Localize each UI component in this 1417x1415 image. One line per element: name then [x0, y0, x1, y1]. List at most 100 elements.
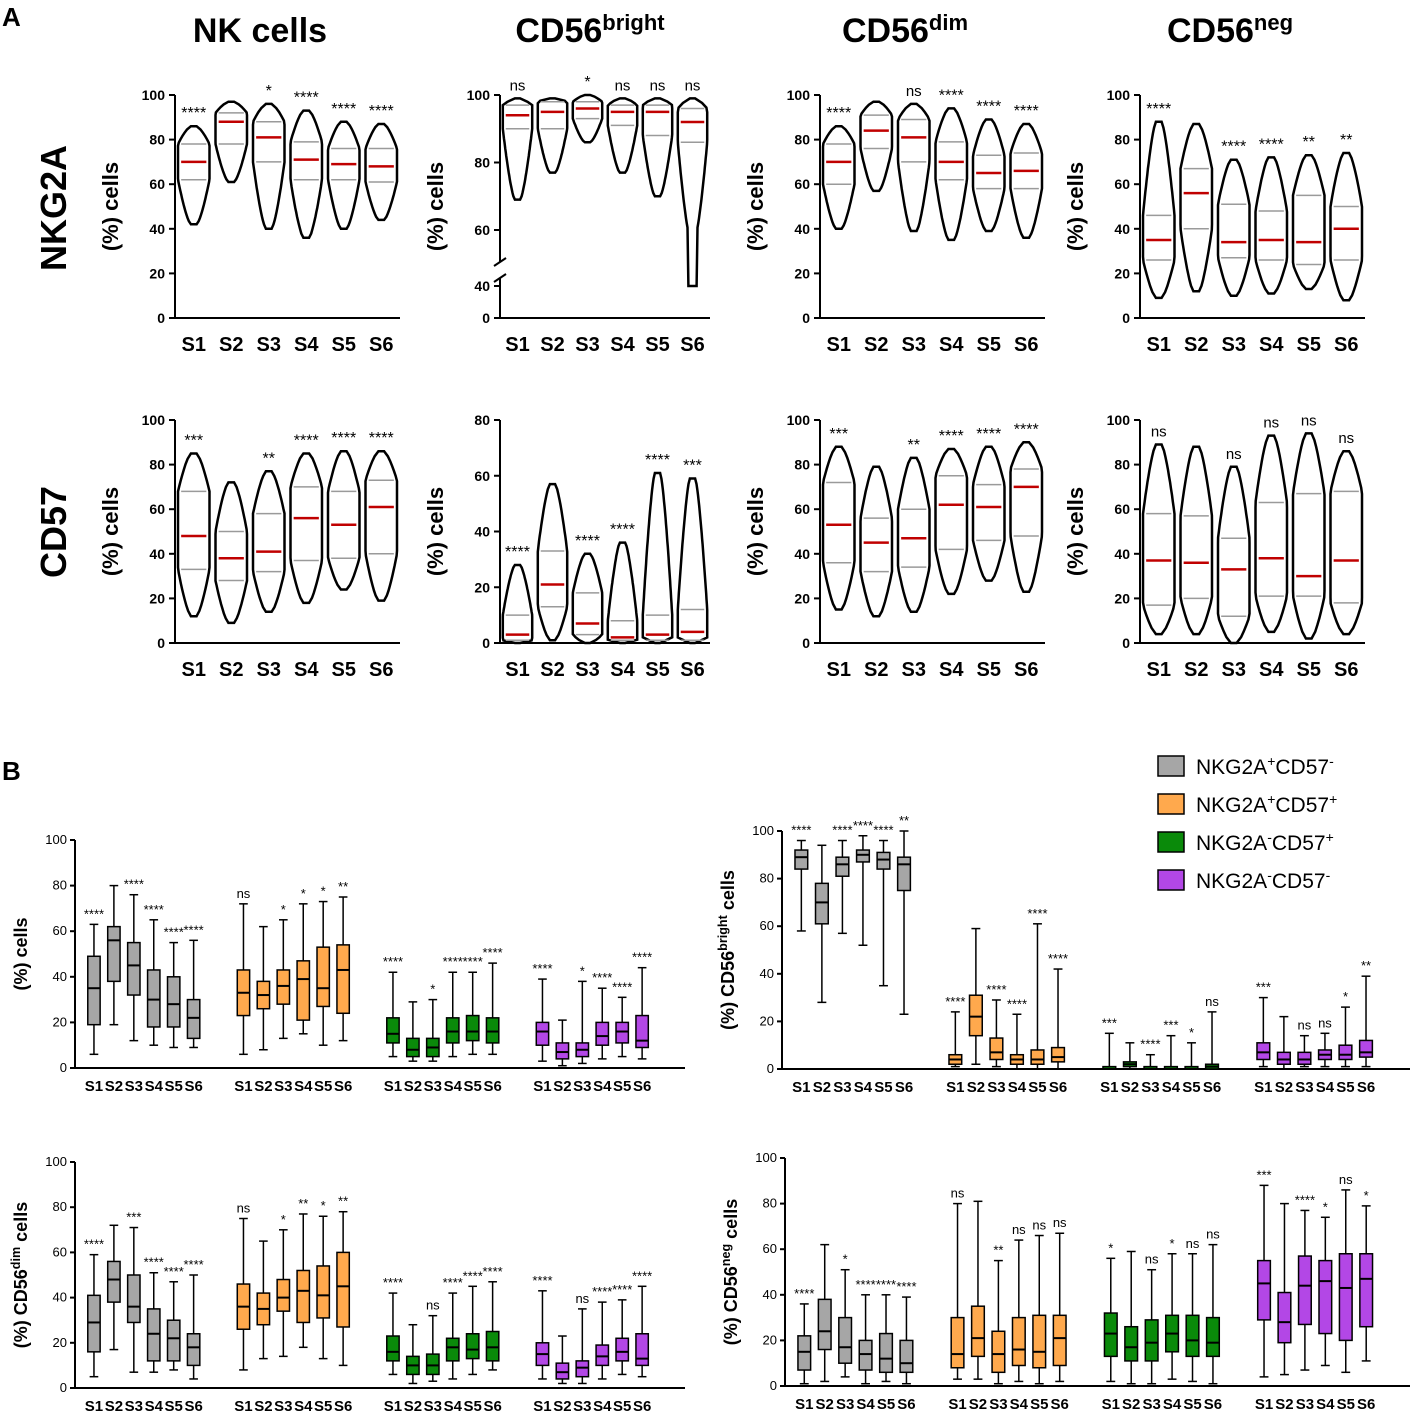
legend-label-2: NKG2A-CD57+: [1196, 829, 1334, 855]
b2-ytick-label: 100: [752, 823, 774, 838]
b4-xtick-label: S1: [795, 1396, 813, 1413]
b1-box: [535, 1021, 550, 1046]
b3-box: [146, 1308, 161, 1362]
b4-xtick-label: S3: [1142, 1396, 1160, 1413]
b2-ytick-label: 80: [760, 871, 774, 886]
a-dim-nkg2a-ytick-label: 40: [794, 221, 810, 237]
b4-significance: ns: [1012, 1222, 1026, 1237]
b1-xtick-label: S4: [593, 1078, 612, 1095]
b3-xtick-label: S4: [145, 1398, 164, 1415]
a-dim-nkg2a-xtick-label: S5: [977, 334, 1001, 356]
a-dim-nkg2a-significance: ****: [976, 99, 1001, 116]
b2-box: [1030, 1049, 1045, 1065]
b3-box: [126, 1274, 141, 1324]
b2-significance: *: [1189, 1025, 1194, 1040]
a-nk-cd57-ytick-label: 40: [149, 546, 165, 562]
a-nk-nkg2a-ytick-label: 60: [149, 176, 165, 192]
b3-xtick-label: S2: [105, 1398, 123, 1415]
a-nk-cd57-violin: [326, 449, 361, 591]
b1-xtick-label: S6: [334, 1078, 352, 1095]
b4-box: [1124, 1325, 1139, 1362]
b1-box: [635, 1014, 650, 1049]
b3-box: [555, 1362, 570, 1380]
a-neg-cd57-xtick-label: S2: [1184, 659, 1208, 681]
b2-xtick-label: S2: [967, 1079, 985, 1096]
a-bright-cd57-ytick-label: 40: [474, 524, 490, 540]
b1-ytick-label: 80: [53, 878, 67, 893]
a-neg-nkg2a-ytick-label: 0: [1122, 310, 1130, 326]
b3-xtick-label: S4: [444, 1398, 463, 1415]
a-dim-cd57-ytick-label: 60: [794, 501, 810, 517]
a-dim-cd57-xtick-label: S1: [827, 659, 851, 681]
b4-significance: ***: [1256, 1167, 1271, 1182]
b3-ytick-label: 100: [45, 1154, 67, 1169]
a-nk-cd57-significance: ***: [184, 432, 203, 449]
b2-significance: ns: [1205, 994, 1219, 1009]
b2-xtick-label: S2: [813, 1079, 831, 1096]
a-nk-cd57-xtick-label: S1: [182, 659, 206, 681]
a-nk-cd57-ytick-label: 0: [157, 635, 165, 651]
panel-b-label: B: [2, 756, 21, 786]
b3-significance: ns: [426, 1298, 440, 1313]
b2-xtick-label: S5: [1182, 1079, 1200, 1096]
a-nk-cd57-xtick-label: S6: [369, 659, 393, 681]
a-bright-cd57-violin: [676, 477, 709, 645]
b2-xtick-label: S3: [987, 1079, 1005, 1096]
b1-xtick-label: S3: [573, 1078, 591, 1095]
b3-xtick-label: S6: [483, 1398, 501, 1415]
a-dim-nkg2a-violin: [859, 100, 894, 193]
b4-ytick-label: 60: [763, 1241, 777, 1256]
b1-xtick-label: S4: [145, 1078, 164, 1095]
b3-significance: ****: [482, 1264, 502, 1279]
b4-box: [878, 1332, 894, 1374]
a-neg-cd57-ytick-label: 20: [1114, 590, 1130, 606]
a-neg-nkg2a-significance: ****: [1259, 136, 1284, 153]
b4-significance: ****: [794, 1286, 814, 1301]
b4-xtick-label: S1: [948, 1396, 966, 1413]
b3-significance: **: [338, 1194, 348, 1209]
b1-box: [445, 1017, 460, 1044]
a-bright-cd57-xtick-label: S5: [645, 659, 669, 681]
b1-xtick-label: S4: [444, 1078, 463, 1095]
b2-box: [896, 856, 912, 892]
b2-xtick-label: S4: [1162, 1079, 1181, 1096]
b4-xtick-label: S3: [836, 1396, 854, 1413]
b2-xtick-label: S6: [895, 1079, 913, 1096]
b1-significance: *: [281, 902, 286, 917]
a-neg-nkg2a-xtick-label: S3: [1222, 334, 1246, 356]
b1-box: [465, 1014, 480, 1042]
b2-significance: *: [1343, 989, 1348, 1004]
a-neg-cd57-violin: [1179, 445, 1214, 636]
b3-xtick-label: S6: [184, 1398, 202, 1415]
b3-ytick-label: 0: [60, 1380, 67, 1395]
b1-box: [595, 1021, 610, 1046]
b2-box: [835, 856, 850, 877]
b1-significance: ns: [237, 886, 251, 901]
b2-box: [814, 882, 829, 925]
b1-box: [186, 998, 201, 1040]
b4-xtick-label: S5: [1030, 1396, 1048, 1413]
b2-significance: ***: [1256, 980, 1271, 995]
b1-box: [166, 976, 181, 1028]
b3-box: [106, 1260, 121, 1303]
a-nk-cd57-ytick-label: 20: [149, 590, 165, 606]
a-neg-cd57-ytick-label: 60: [1114, 501, 1130, 517]
a-neg-cd57-violin: [1254, 434, 1289, 634]
a-neg-cd57-significance: ns: [1338, 430, 1354, 447]
b3-significance: ***: [126, 1210, 141, 1225]
a-bright-cd57-significance: ****: [575, 533, 600, 550]
b4-box: [991, 1330, 1006, 1374]
a-dim-nkg2a-ytick-label: 80: [794, 132, 810, 148]
a-nk-nkg2a-significance: *: [266, 83, 272, 100]
b2-xtick-label: S6: [1049, 1079, 1067, 1096]
b3-ytick-label: 40: [53, 1290, 67, 1305]
b4-xtick-label: S1: [1102, 1396, 1120, 1413]
a-dim-nkg2a-xtick-label: S4: [939, 334, 964, 356]
b3-xtick-label: S6: [633, 1398, 651, 1415]
b1-significance: ****: [84, 906, 104, 921]
a-nk-nkg2a-xtick-label: S6: [369, 334, 393, 356]
b1-xtick-label: S1: [533, 1078, 551, 1095]
a-neg-nkg2a-ylabel: (%) cells: [1063, 162, 1088, 251]
b4-xtick-label: S6: [897, 1396, 915, 1413]
b4-xtick-label: S3: [989, 1396, 1007, 1413]
